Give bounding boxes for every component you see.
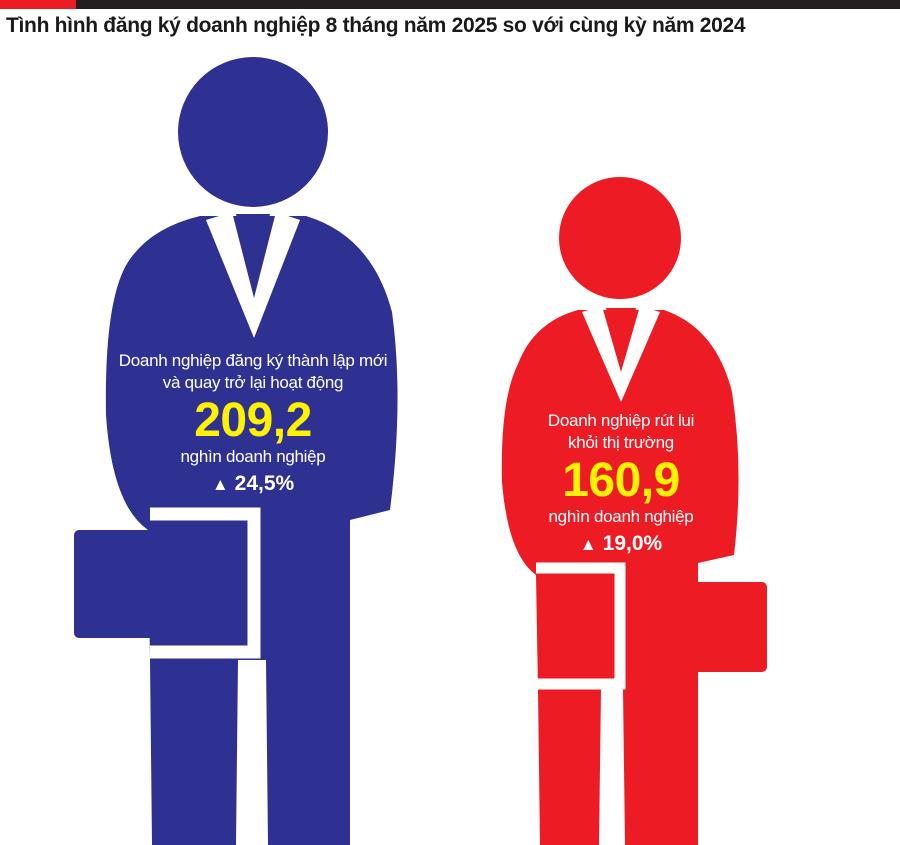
person-figure-new — [74, 57, 398, 845]
person-figure-exit — [501, 177, 767, 845]
stat-change-exit: ▲ 19,0% — [491, 530, 751, 559]
stat-description-new-line1: Doanh nghiệp đăng ký thành lập mới — [118, 351, 388, 370]
chart-title: Tình hình đăng ký doanh nghiệp 8 tháng n… — [6, 14, 746, 37]
person-collar-exit — [582, 306, 660, 402]
person-tie-exit — [606, 308, 636, 350]
briefcase-new — [74, 530, 232, 638]
stat-change-new: ▲ 24,5% — [103, 470, 403, 499]
stat-description-exit-line2: khỏi thị trường — [568, 433, 674, 452]
stat-unit-new: nghìn doanh nghiệp — [180, 447, 326, 466]
stat-description-exit-line1: Doanh nghiệp rút lui — [547, 411, 695, 430]
person-collar-new — [206, 212, 300, 338]
stat-unit-exit: nghìn doanh nghiệp — [548, 507, 694, 526]
stat-value-exit: 160,9 — [562, 454, 680, 507]
person-tie-new — [236, 214, 270, 262]
briefcase-exit — [636, 582, 767, 672]
stat-change-value-new: 24,5% — [234, 472, 295, 495]
stat-description-new-line2: và quay trở lại hoạt động — [162, 373, 344, 392]
triangle-up-icon: ▲ — [579, 535, 597, 554]
stat-block-exit: Doanh nghiệp rút lui khỏi thị trường 160… — [491, 410, 751, 559]
triangle-up-icon: ▲ — [211, 475, 229, 494]
person-head-exit — [559, 177, 681, 299]
person-head-new — [178, 57, 328, 207]
top-bar-accent — [0, 0, 76, 9]
stat-value-new: 209,2 — [194, 394, 312, 447]
stat-change-value-exit: 19,0% — [602, 532, 663, 555]
top-bar — [0, 0, 900, 9]
briefcase-handle-exit — [536, 562, 626, 690]
stat-block-new: Doanh nghiệp đăng ký thành lập mới và qu… — [103, 350, 403, 499]
briefcase-handle-new — [150, 507, 261, 659]
